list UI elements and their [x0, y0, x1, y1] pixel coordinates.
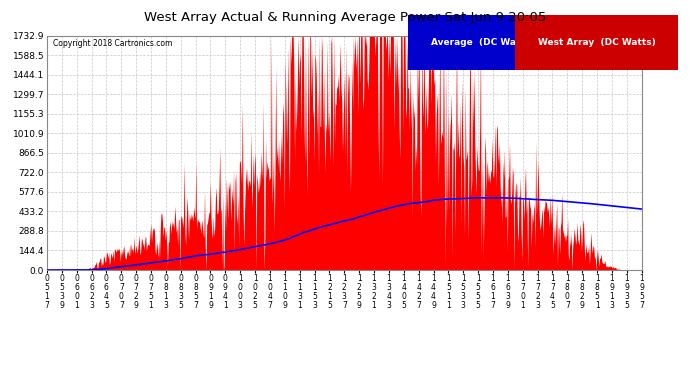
Text: West Array Actual & Running Average Power Sat Jun 9 20:05: West Array Actual & Running Average Powe…: [144, 11, 546, 24]
Text: West Array  (DC Watts): West Array (DC Watts): [538, 38, 656, 47]
Text: Average  (DC Watts): Average (DC Watts): [431, 38, 534, 47]
Text: Copyright 2018 Cartronics.com: Copyright 2018 Cartronics.com: [53, 39, 172, 48]
